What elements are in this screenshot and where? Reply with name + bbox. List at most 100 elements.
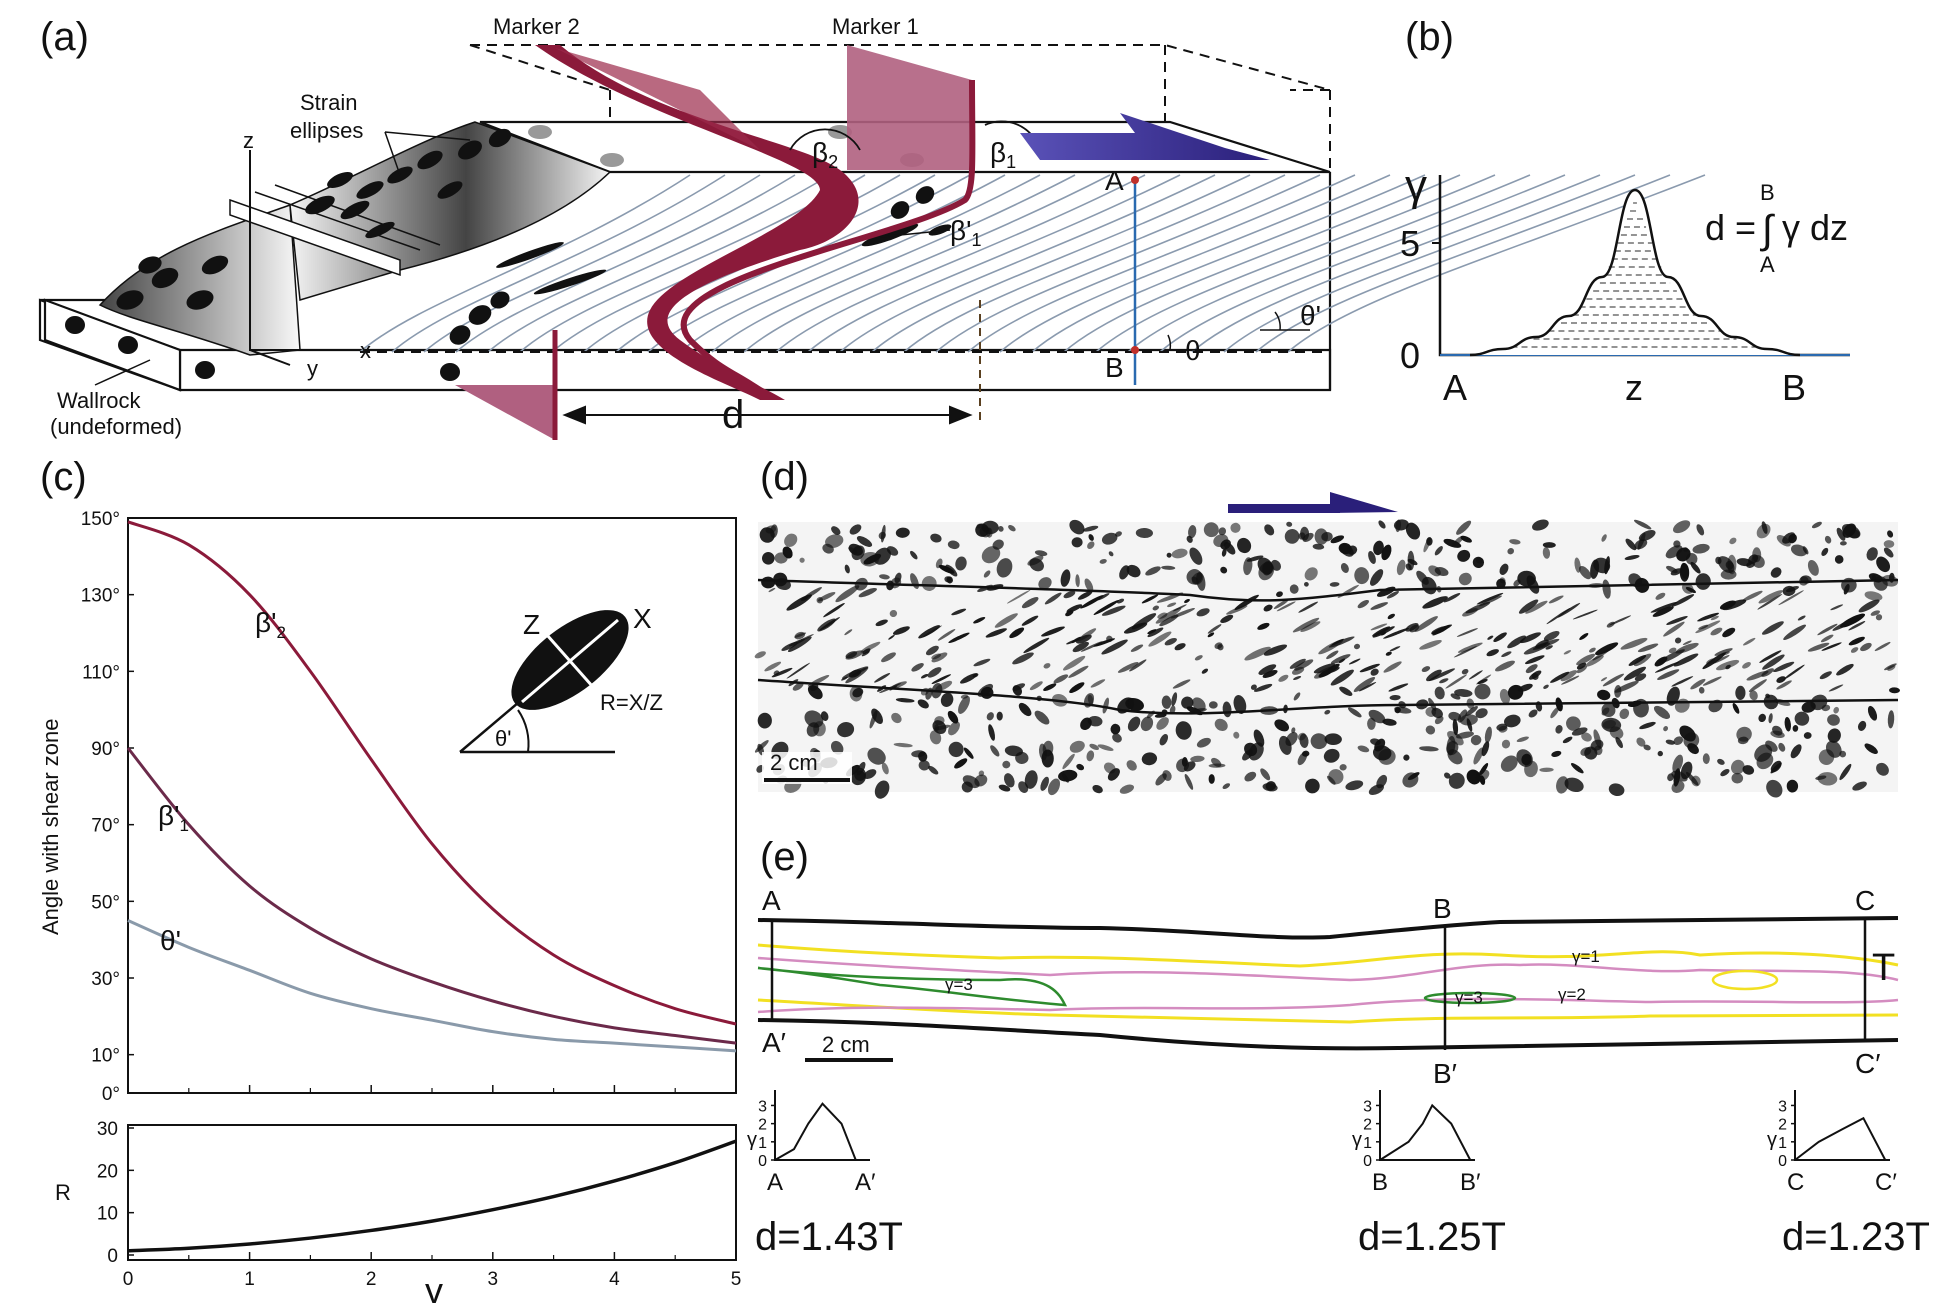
rock-grain [1680,562,1689,579]
r-xtick-label: 5 [731,1269,742,1290]
rock-grain [1576,662,1587,670]
rock-grain [1735,685,1746,700]
rock-grain [1220,566,1228,574]
rock-grain [1038,577,1052,590]
rock-grain [1543,631,1560,641]
rock-grain [844,564,850,574]
rock-grain [1080,641,1103,652]
b-x-a: A [1443,367,1467,408]
rock-grain [1220,614,1234,624]
rock-grain [1221,548,1227,557]
strain-ellipse [533,269,607,295]
strain-ellipse [458,140,482,160]
rock-grain [1426,669,1442,682]
rock-grain [1797,615,1806,621]
rock-grain [1671,676,1694,687]
theta-arc [1167,334,1172,351]
rock-grain [1461,668,1469,675]
rock-grain [831,526,841,536]
rock-grain [1821,547,1829,556]
beta1p-leader [879,229,951,238]
theta-prime-arc [1274,311,1281,331]
rock-grain [895,527,910,538]
offset-d-label: d [722,393,744,437]
strain-ellipse [305,195,335,215]
rock-grain [1665,545,1683,559]
rock-grain [1834,555,1844,564]
rock-grain [754,651,766,659]
rock-grain [1507,548,1515,555]
rock-grain [1550,671,1570,683]
rock-grain [1848,621,1866,631]
rock-grain [804,710,824,728]
rock-grain [1579,565,1592,580]
rock-grain [773,572,788,587]
theta-label: θ [1185,335,1201,366]
rock-grain [947,540,960,550]
axis-z-label: z [243,128,254,153]
mini-tick-label: 1 [758,1135,767,1152]
panel-c-label: (c) [40,455,87,499]
rock-grain [1302,532,1314,542]
rock-grain [1184,599,1190,603]
rock-grain [1181,696,1194,709]
rock-grain [757,712,772,729]
rock-grain [1131,613,1157,630]
rock-grain [1119,565,1130,580]
rock-grain [1353,643,1361,650]
rock-grain [1748,679,1767,693]
rock-grain [1313,663,1336,674]
rock-grain [1456,731,1474,739]
rock-grain [1615,736,1623,749]
mini-tick-label: 0 [1363,1153,1372,1170]
rock-grain [1403,754,1410,761]
rock-grain [1075,574,1080,588]
rock-grain [911,663,924,672]
strain-ellipse [356,181,384,199]
rock-grain [1746,561,1756,568]
rock-grain [1425,725,1436,735]
mini-axes [774,1090,870,1161]
rock-grain [1060,569,1071,587]
rock-grain [1286,521,1293,527]
rock-grain [985,628,1007,638]
rock-grain [1525,655,1545,665]
rock-grain [1496,578,1506,589]
mini-tick-label: 2 [1363,1117,1372,1134]
rock-grain [1310,733,1328,750]
rock-grain [1672,754,1684,773]
rock-grain [889,609,898,618]
rock-grain [1543,684,1549,689]
rock-grain [1264,524,1275,536]
r-plot-frame [127,1124,737,1261]
rock-grain [1827,728,1841,743]
rock-grain [830,740,844,755]
rock-grain [1778,742,1786,752]
rock-grain [1388,683,1409,692]
rock-grain [992,539,1004,550]
rock-grain [1147,627,1164,638]
rock-grain [1698,687,1705,694]
rock-grain [1674,637,1682,644]
mini-tick-label: 3 [1363,1098,1372,1115]
rock-grain [1058,769,1078,782]
rock-grain [1244,646,1271,661]
rock-grain [1852,781,1867,791]
rock-grain [1086,750,1095,762]
flow-line [711,174,1076,353]
rock-grain [1414,616,1438,632]
rock-grain [787,636,812,652]
rock-grain [1004,745,1023,757]
rock-grain [1833,706,1840,714]
rock-grain [1112,733,1122,743]
flow-line [1255,174,1671,353]
c-ytick-label: 110° [82,662,120,683]
mini-x-start: C [1787,1169,1804,1196]
marker-2-face [555,48,760,150]
rock-grain [1155,607,1182,624]
rock-grain [1579,633,1589,640]
rock-grain [1370,623,1388,631]
rock-grain [1671,770,1688,782]
rock-grain [1454,689,1473,697]
rock-grain [1519,632,1541,644]
